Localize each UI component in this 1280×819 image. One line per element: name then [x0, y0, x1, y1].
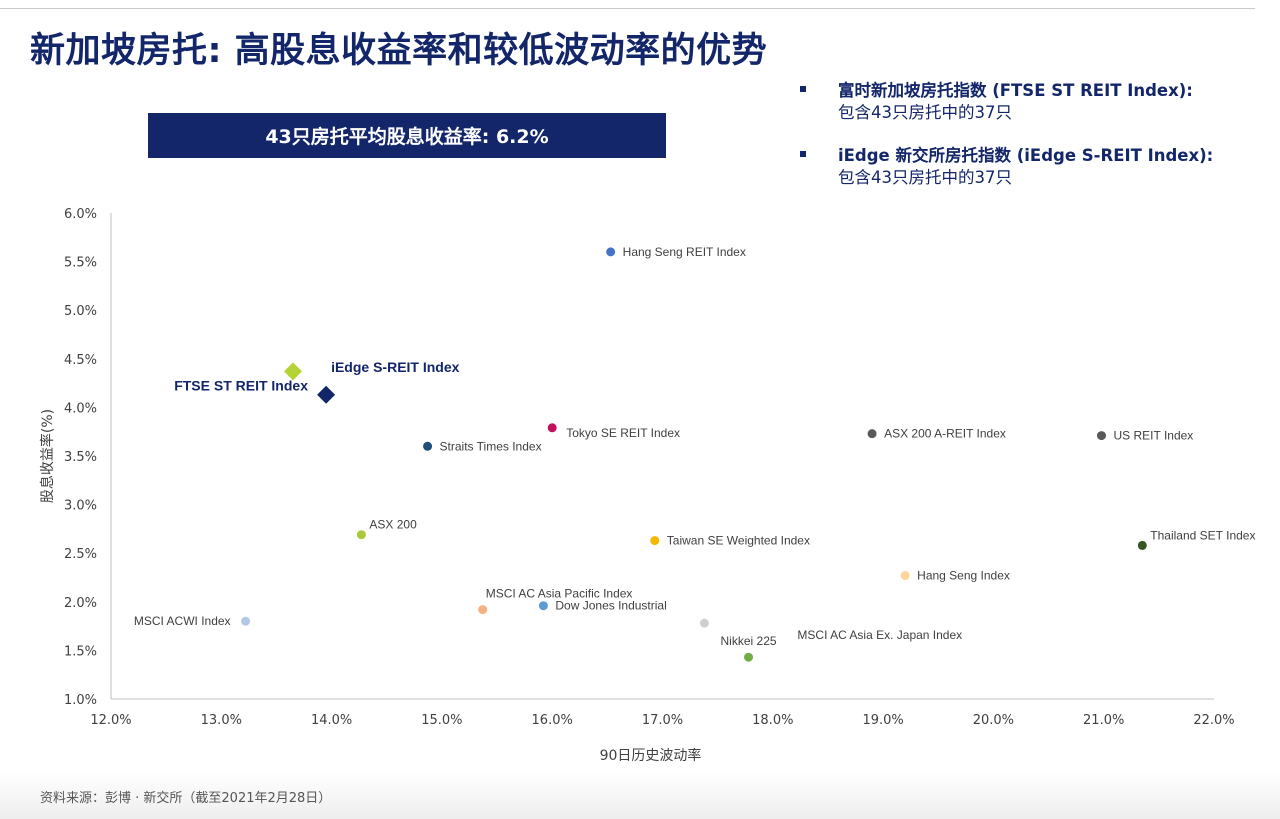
x-tick-label: 20.0% — [973, 713, 1014, 728]
index-note-iedge: iEdge 新交所房托指数 (iEdge S-REIT Index): 包含43… — [800, 145, 1270, 188]
point-asx-200 — [356, 530, 366, 540]
y-tick-label: 1.5% — [64, 644, 97, 659]
y-tick-label: 5.0% — [64, 304, 97, 319]
point-hang-seng-index — [900, 571, 910, 581]
point-straits-times-index — [423, 441, 433, 451]
x-tick-label: 19.0% — [862, 713, 903, 728]
yield-volatility-scatter-chart: 12.0% 13.0% 14.0% 15.0% 16.0% 17.0% 18.0% 19.0%… — [39, 207, 1255, 764]
x-tick-label: 12.0% — [90, 713, 131, 728]
point-label: US REIT Index — [1113, 429, 1193, 443]
y-tick-label: 4.5% — [64, 353, 97, 368]
x-tick-label: 18.0% — [752, 713, 793, 728]
x-axis-title: 90日历史波动率 — [600, 747, 702, 764]
point-dow-jones-industrial — [538, 601, 548, 611]
bullet-square-icon — [800, 86, 806, 92]
point-label: Straits Times Index — [440, 439, 542, 453]
y-tick-label: 5.5% — [64, 256, 97, 271]
point-taiwan-se-weighted-index — [650, 536, 660, 546]
x-tick-label: 16.0% — [532, 713, 573, 728]
index-note-detail: 包含43只房托中的37只 — [838, 168, 1012, 187]
y-tick-label: 2.0% — [64, 596, 97, 611]
point-us-reit-index — [1096, 431, 1106, 441]
average-yield-banner: 43只房托平均股息收益率: 6.2% — [148, 113, 666, 158]
index-note-ftse: 富时新加坡房托指数 (FTSE ST REIT Index): 包含43只房托中… — [800, 80, 1270, 123]
point-label: FTSE ST REIT Index — [174, 377, 308, 393]
x-tick-label: 14.0% — [311, 713, 352, 728]
point-label: Thailand SET Index — [1150, 528, 1255, 542]
top-divider — [0, 8, 1255, 9]
point-nikkei-225 — [744, 652, 754, 662]
point-label: ASX 200 — [369, 518, 417, 532]
y-tick-label: 3.5% — [64, 450, 97, 465]
point-hang-seng-reit-index — [606, 247, 616, 257]
point-msci-acwi-index — [241, 616, 251, 626]
source-note: 资料来源：彭博 · 新交所（截至2021年2月28日） — [40, 791, 332, 806]
y-tick-label: 6.0% — [64, 207, 97, 222]
point-label: ASX 200 A-REIT Index — [884, 427, 1006, 441]
point-thailand-set-index — [1137, 540, 1147, 550]
point-label: Hang Seng Index — [917, 569, 1010, 583]
y-tick-label: 4.0% — [64, 401, 97, 416]
point-label: Dow Jones Industrial — [555, 599, 666, 613]
page-title: 新加坡房托: 高股息收益率和较低波动率的优势 — [30, 31, 768, 71]
x-tick-label: 13.0% — [201, 713, 242, 728]
index-note-heading: 富时新加坡房托指数 (FTSE ST REIT Index): — [838, 81, 1193, 100]
point-label: Taiwan SE Weighted Index — [667, 534, 810, 548]
x-tick-label: 17.0% — [642, 713, 683, 728]
point-ftse-st-reit-index — [283, 362, 302, 381]
point-tokyo-se-reit-index — [547, 423, 557, 433]
point-label: MSCI AC Asia Pacific Index — [486, 587, 633, 601]
x-tick-label: 15.0% — [421, 713, 462, 728]
footer-band — [0, 772, 1280, 819]
point-msci-ac-asia-ex-japan-index — [699, 618, 709, 628]
point-msci-ac-asia-pacific-index — [478, 605, 488, 615]
y-tick-label: 2.5% — [64, 547, 97, 562]
point-label: MSCI AC Asia Ex. Japan Index — [797, 628, 962, 642]
point-label: iEdge S-REIT Index — [331, 359, 460, 375]
point-label: Hang Seng REIT Index — [623, 245, 746, 259]
index-notes: 富时新加坡房托指数 (FTSE ST REIT Index): 包含43只房托中… — [800, 80, 1270, 210]
y-axis-title: 股息收益率(%) — [39, 409, 56, 503]
point-label: Nikkei 225 — [721, 634, 777, 648]
y-tick-label: 3.0% — [64, 499, 97, 514]
y-tick-label: 1.0% — [64, 693, 97, 708]
point-label: MSCI ACWI Index — [134, 614, 231, 628]
bullet-square-icon — [800, 151, 806, 157]
point-iedge-s-reit-index — [317, 385, 336, 404]
point-label: Tokyo SE REIT Index — [566, 426, 680, 440]
x-tick-label: 21.0% — [1083, 713, 1124, 728]
index-note-detail: 包含43只房托中的37只 — [838, 103, 1012, 122]
x-tick-label: 22.0% — [1193, 713, 1234, 728]
point-asx-200-a-reit-index — [867, 429, 877, 439]
index-note-heading: iEdge 新交所房托指数 (iEdge S-REIT Index): — [838, 146, 1214, 165]
